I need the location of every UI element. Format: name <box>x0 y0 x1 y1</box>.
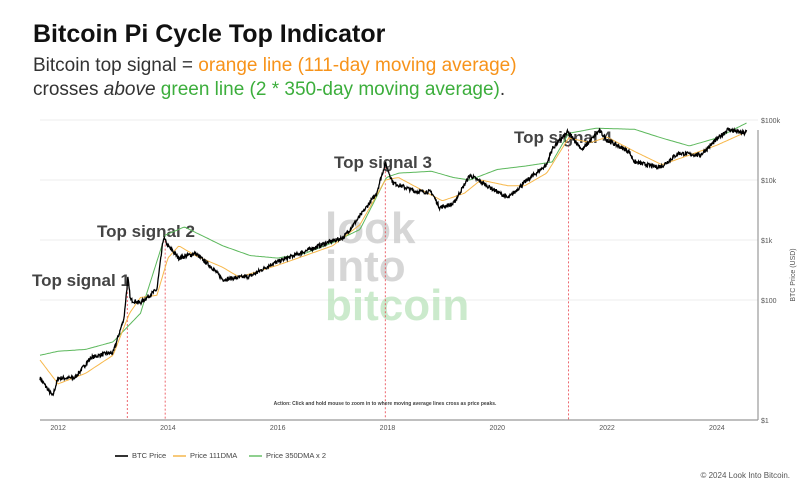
page-title: Bitcoin Pi Cycle Top Indicator <box>33 20 386 48</box>
copyright: © 2024 Look Into Bitcoin. <box>700 471 790 480</box>
x-tick-label: 2014 <box>160 425 176 432</box>
subtitle-emphasis: above <box>103 79 156 100</box>
legend-item-btc-price[interactable]: BTC Price <box>115 451 166 460</box>
legend-swatch <box>173 454 186 457</box>
legend-swatch <box>249 454 262 457</box>
legend-item-111dma[interactable]: Price 111DMA <box>173 451 237 460</box>
subtitle-line-2: crosses above green line (2 * 350-day mo… <box>33 79 505 101</box>
subtitle-text: . <box>499 79 506 100</box>
y-tick-label: $100 <box>761 298 777 305</box>
legend-swatch <box>115 454 128 457</box>
x-tick-label: 2024 <box>709 425 725 432</box>
watermark: look into bitcoin <box>325 204 469 330</box>
legend-label: BTC Price <box>132 451 167 460</box>
y-axis-label: BTC Price (USD) <box>790 248 797 301</box>
x-tick-label: 2020 <box>489 425 505 432</box>
orange-line-label: orange line (111-day moving average) <box>198 55 517 76</box>
subtitle-line-1: Bitcoin top signal = orange line (111-da… <box>33 55 517 77</box>
btc-price-line <box>39 126 748 397</box>
y-tick-label: $1 <box>761 418 769 425</box>
watermark-into: into <box>325 242 406 291</box>
y-tick-label: $100k <box>761 118 781 125</box>
watermark-bitcoin: bitcoin <box>325 281 469 330</box>
legend-label: Price 350DMA x 2 <box>266 451 327 460</box>
legend-item-350dma[interactable]: Price 350DMA x 2 <box>249 451 326 460</box>
subtitle-text: Bitcoin top signal = <box>33 55 199 76</box>
top-signal-label: Top signal 2 <box>97 222 195 241</box>
y-tick-label: $1k <box>761 238 773 245</box>
350dma-x2-line <box>39 122 747 356</box>
top-signal-label: Top signal 3 <box>334 153 432 172</box>
x-tick-label: 2018 <box>380 425 396 432</box>
x-tick-label: 2016 <box>270 425 286 432</box>
x-tick-label: 2012 <box>50 425 66 432</box>
y-tick-label: $10k <box>761 178 777 185</box>
111dma-line <box>39 131 747 385</box>
legend-label: Price 111DMA <box>190 451 238 460</box>
x-tick-label: 2022 <box>599 425 615 432</box>
watermark-look: look <box>325 204 416 253</box>
chart-note: Action: Click and hold mouse to zoom in … <box>274 401 497 407</box>
top-signal-label: Top signal 1 <box>32 271 130 290</box>
green-line-label: green line (2 * 350-day moving average) <box>155 79 500 100</box>
subtitle-text: crosses <box>33 79 104 100</box>
